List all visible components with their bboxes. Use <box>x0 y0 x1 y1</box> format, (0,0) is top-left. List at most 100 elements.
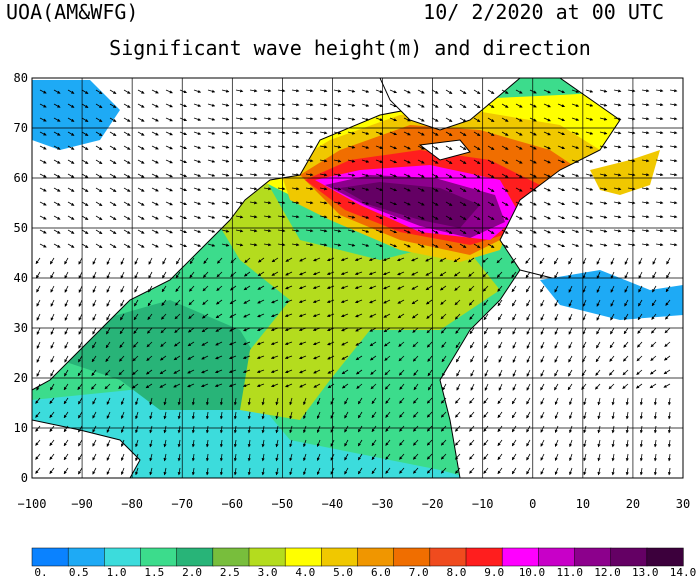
direction-arrow <box>613 229 622 233</box>
direction-arrow <box>568 257 573 265</box>
direction-arrow <box>622 369 629 376</box>
direction-arrow <box>613 89 622 93</box>
direction-arrow <box>571 201 580 205</box>
direction-arrow <box>340 271 349 275</box>
direction-arrow <box>341 341 349 346</box>
direction-arrow <box>613 215 622 219</box>
direction-arrow <box>228 369 237 373</box>
direction-arrow <box>151 131 159 136</box>
lat-tick-label: 40 <box>14 271 28 285</box>
forecast-datetime: 10/ 2/2020 at 00 UTC <box>423 0 664 24</box>
direction-arrow <box>571 89 580 93</box>
lat-tick-label: 10 <box>14 421 28 435</box>
direction-arrow <box>637 327 643 334</box>
direction-arrow <box>147 327 153 334</box>
direction-arrow <box>312 285 321 289</box>
direction-arrow <box>482 285 489 292</box>
direction-arrow <box>501 89 509 94</box>
direction-arrow <box>319 243 328 247</box>
direction-arrow <box>426 313 433 319</box>
direction-arrow <box>454 299 461 306</box>
direction-arrow <box>313 341 321 346</box>
direction-arrow <box>613 173 622 177</box>
direction-arrow <box>104 383 111 390</box>
direction-arrow <box>613 103 622 107</box>
direction-arrow <box>599 145 608 149</box>
direction-arrow <box>133 313 139 321</box>
colorbar: 0. 0.5 1.0 1.5 2.0 2.5 3.0 4.0 5.0 6.0 7.0 8.0 9.0 10… <box>31 547 696 577</box>
direction-arrow <box>568 341 573 349</box>
direction-arrow <box>641 243 650 247</box>
direction-arrow <box>497 313 503 321</box>
direction-arrow <box>91 355 97 363</box>
direction-arrow <box>453 271 461 277</box>
direction-arrow <box>221 117 230 121</box>
direction-arrow <box>39 215 47 220</box>
direction-arrow <box>627 159 636 163</box>
direction-arrow <box>305 243 314 247</box>
direction-arrow <box>487 173 495 178</box>
direction-arrow <box>473 187 481 193</box>
colorbar-swatch <box>67 547 105 567</box>
direction-arrow <box>53 229 61 234</box>
direction-arrow <box>482 257 489 263</box>
colorbar-label: 6.0 <box>371 566 391 577</box>
direction-arrow <box>553 257 559 265</box>
direction-arrow <box>229 327 237 332</box>
direction-arrow <box>235 215 244 219</box>
direction-arrow <box>277 145 286 149</box>
direction-arrow <box>596 341 601 349</box>
direction-arrow <box>515 215 523 220</box>
direction-arrow <box>427 383 433 391</box>
direction-arrow <box>543 229 551 234</box>
direction-arrow <box>417 117 425 122</box>
direction-arrow <box>105 341 111 349</box>
lon-tick-label: −60 <box>221 497 243 511</box>
direction-arrow <box>319 229 328 233</box>
direction-arrow <box>361 173 370 177</box>
direction-arrow <box>327 355 335 360</box>
direction-arrow <box>257 271 265 277</box>
direction-arrow <box>201 355 209 360</box>
direction-arrow <box>333 187 342 191</box>
direction-arrow <box>403 229 411 234</box>
direction-arrow <box>431 243 439 248</box>
direction-arrow <box>354 271 363 275</box>
direction-arrow <box>193 159 202 163</box>
direction-arrow <box>256 355 265 359</box>
direction-arrow <box>53 187 61 192</box>
direction-arrow <box>501 131 509 136</box>
direction-arrow <box>585 215 594 219</box>
direction-arrow <box>613 159 622 163</box>
direction-arrow <box>403 131 411 136</box>
direction-arrow <box>638 257 643 265</box>
direction-arrow <box>132 355 139 362</box>
direction-arrow <box>159 383 167 388</box>
direction-arrow <box>383 341 391 347</box>
colorbar-swatch <box>393 547 431 567</box>
direction-arrow <box>468 299 475 306</box>
direction-arrow <box>165 187 173 192</box>
direction-arrow <box>305 215 314 219</box>
direction-arrow <box>370 383 377 390</box>
direction-arrow <box>655 229 664 233</box>
direction-arrow <box>664 341 671 347</box>
direction-arrow <box>305 229 314 233</box>
direction-arrow <box>417 131 425 136</box>
direction-arrow <box>568 285 573 293</box>
direction-arrow <box>403 243 411 248</box>
direction-arrow <box>50 299 55 307</box>
direction-arrow <box>299 285 307 290</box>
direction-arrow <box>529 173 537 178</box>
colorbar-label: 0. <box>34 566 47 577</box>
direction-arrow <box>487 215 495 220</box>
direction-arrow <box>568 299 573 307</box>
direction-arrow <box>106 285 111 293</box>
direction-arrow <box>581 369 587 377</box>
direction-arrow <box>498 369 503 377</box>
direction-arrow <box>162 271 167 279</box>
direction-arrow <box>299 271 307 276</box>
direction-arrow <box>327 369 335 374</box>
direction-arrow <box>510 257 517 264</box>
direction-arrow <box>285 285 293 290</box>
